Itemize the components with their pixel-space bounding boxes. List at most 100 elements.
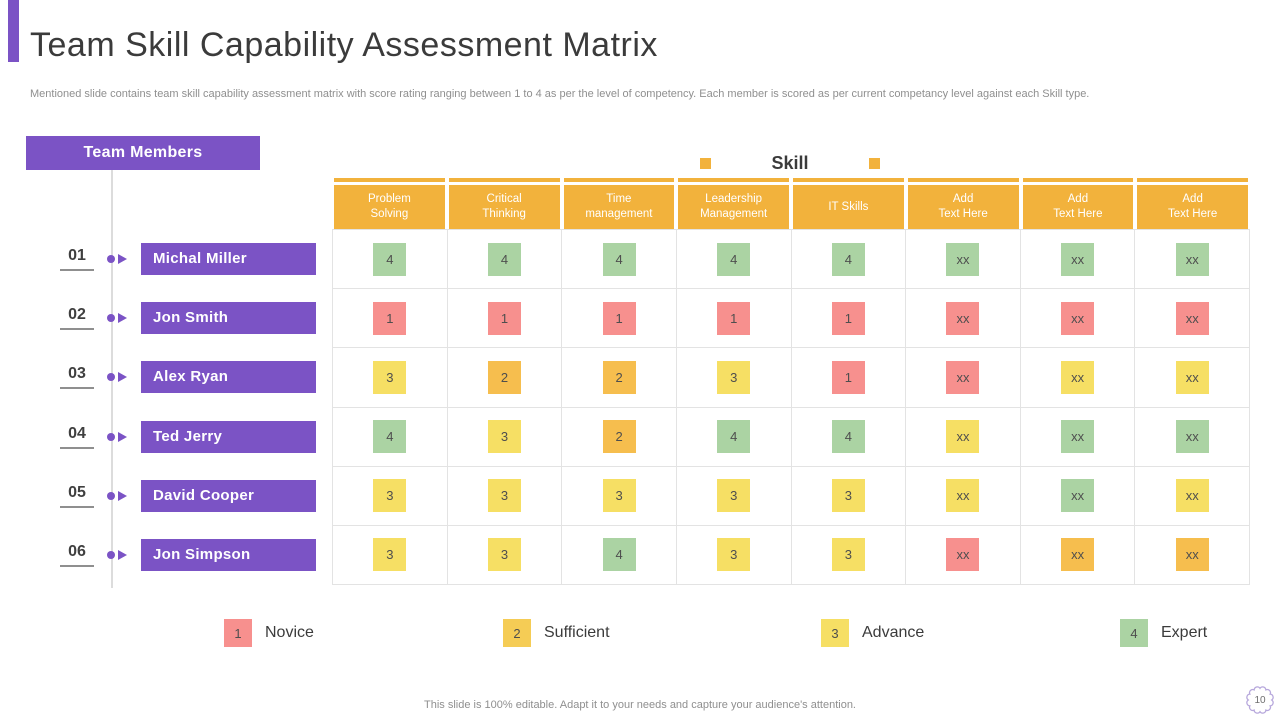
score-chip: xx <box>1175 479 1209 513</box>
score-chip: 3 <box>717 538 751 572</box>
score-cell: xx <box>1020 348 1136 408</box>
score-chip: 1 <box>831 360 865 394</box>
member-number: 05 <box>60 484 94 508</box>
team-members-header: Team Members <box>26 136 260 170</box>
score-chip: 4 <box>487 242 521 276</box>
score-chip: xx <box>1175 360 1209 394</box>
column-header-topbar <box>793 178 904 182</box>
score-chip: xx <box>946 360 980 394</box>
score-chip: 1 <box>831 301 865 335</box>
score-chip: 2 <box>602 420 636 454</box>
score-chip: 3 <box>831 538 865 572</box>
score-chip: 4 <box>717 242 751 276</box>
bullet-dot-icon <box>107 551 115 560</box>
column-header-topbar <box>563 178 675 182</box>
score-chip: xx <box>1175 301 1209 335</box>
score-chip: xx <box>1175 420 1209 454</box>
score-cell: 4 <box>562 525 677 585</box>
score-cell: xx <box>1020 466 1136 526</box>
skill-header: Skill <box>700 150 880 176</box>
member-row: 03 Alex Ryan <box>0 348 332 407</box>
score-chip: xx <box>1175 242 1209 276</box>
score-cell: 1 <box>447 289 563 349</box>
score-chip: xx <box>946 538 980 572</box>
column-header-label: Leadership Management <box>678 185 789 229</box>
score-cell: 3 <box>676 466 792 526</box>
bullet-arrow-icon <box>118 253 127 264</box>
score-chip: 1 <box>373 301 407 335</box>
bullet-dot-icon <box>107 491 115 500</box>
skill-matrix-grid: 4 4 4 4 4 xx xx xx 1 1 1 1 1 xx xx xx 3 2 2 3 1 xx xx xx 4 3 2 4 4 xx… <box>332 229 1250 585</box>
member-row: 02 Jon Smith <box>0 288 332 347</box>
score-chip: 1 <box>602 301 636 335</box>
member-number: 06 <box>60 543 94 568</box>
member-row: 06 Jon Simpson <box>0 526 332 585</box>
title-accent-bar <box>8 0 19 62</box>
score-chip: 3 <box>717 479 751 513</box>
score-chip: 3 <box>602 479 636 513</box>
column-header-topbar <box>678 178 789 182</box>
column-header-0: Problem Solving <box>332 178 447 229</box>
member-name: Alex Ryan <box>141 361 316 394</box>
score-chip: 4 <box>602 242 636 276</box>
score-cell: 1 <box>676 289 792 349</box>
score-cell: xx <box>1135 407 1250 467</box>
score-cell: xx <box>906 230 1021 290</box>
score-cell: 4 <box>447 230 563 290</box>
score-cell: 2 <box>562 348 677 408</box>
legend-chip: 1 <box>224 619 252 647</box>
score-chip: 3 <box>831 479 865 513</box>
score-chip: xx <box>946 420 980 454</box>
page-number-gear: 10 <box>1243 683 1277 717</box>
score-cell: xx <box>1135 348 1250 408</box>
member-name: Jon Smith <box>141 301 316 334</box>
legend-chip: 3 <box>821 619 849 647</box>
member-name: David Cooper <box>141 479 316 512</box>
score-chip: xx <box>1061 242 1095 276</box>
score-cell: xx <box>1135 289 1250 349</box>
column-header-5: Add Text Here <box>906 178 1021 229</box>
column-header-topbar <box>1022 178 1134 182</box>
score-cell: 3 <box>676 348 792 408</box>
score-chip: 3 <box>373 479 407 513</box>
member-name: Michal Miller <box>141 242 316 275</box>
score-cell: 3 <box>676 525 792 585</box>
score-cell: xx <box>1020 289 1136 349</box>
bullet-arrow-icon <box>118 431 127 442</box>
score-cell: 2 <box>562 407 677 467</box>
member-row: 04 Ted Jerry <box>0 407 332 466</box>
column-header-label: Add Text Here <box>1022 185 1134 229</box>
score-chip: xx <box>1175 538 1209 572</box>
score-chip: xx <box>946 479 980 513</box>
legend-label: Expert <box>1161 624 1208 641</box>
bullet-dot-icon <box>107 313 115 322</box>
bullet-arrow-icon <box>118 550 127 561</box>
member-name: Jon Simpson <box>141 539 316 572</box>
score-cell: xx <box>1135 525 1250 585</box>
member-number: 02 <box>60 306 94 330</box>
score-cell: xx <box>906 407 1021 467</box>
score-cell: 2 <box>447 348 563 408</box>
score-cell: xx <box>1020 230 1136 290</box>
legend-item: 2 Sufficient <box>503 618 610 648</box>
score-cell: 3 <box>447 407 563 467</box>
gear-icon <box>1246 686 1274 714</box>
legend-item: 1 Novice <box>224 618 314 648</box>
members-list: 01 Michal Miller 02 Jon Smith 03 Alex Ryan 04 T… <box>0 229 332 585</box>
skill-bullet-left-icon <box>700 157 711 169</box>
score-cell: xx <box>1020 407 1136 467</box>
member-name: Ted Jerry <box>141 420 316 453</box>
column-header-2: Time management <box>562 178 677 229</box>
legend-label: Advance <box>862 624 925 641</box>
score-cell: xx <box>906 348 1021 408</box>
column-header-1: Critical Thinking <box>447 178 562 229</box>
column-header-label: Add Text Here <box>1137 185 1248 229</box>
member-number: 04 <box>60 425 94 449</box>
column-header-label: Critical Thinking <box>448 185 560 229</box>
bullet-arrow-icon <box>118 312 127 323</box>
score-cell: 3 <box>447 525 563 585</box>
score-cell: xx <box>906 289 1021 349</box>
column-header-3: Leadership Management <box>676 178 791 229</box>
score-cell: 4 <box>676 230 792 290</box>
legend-item: 3 Advance <box>821 618 924 648</box>
